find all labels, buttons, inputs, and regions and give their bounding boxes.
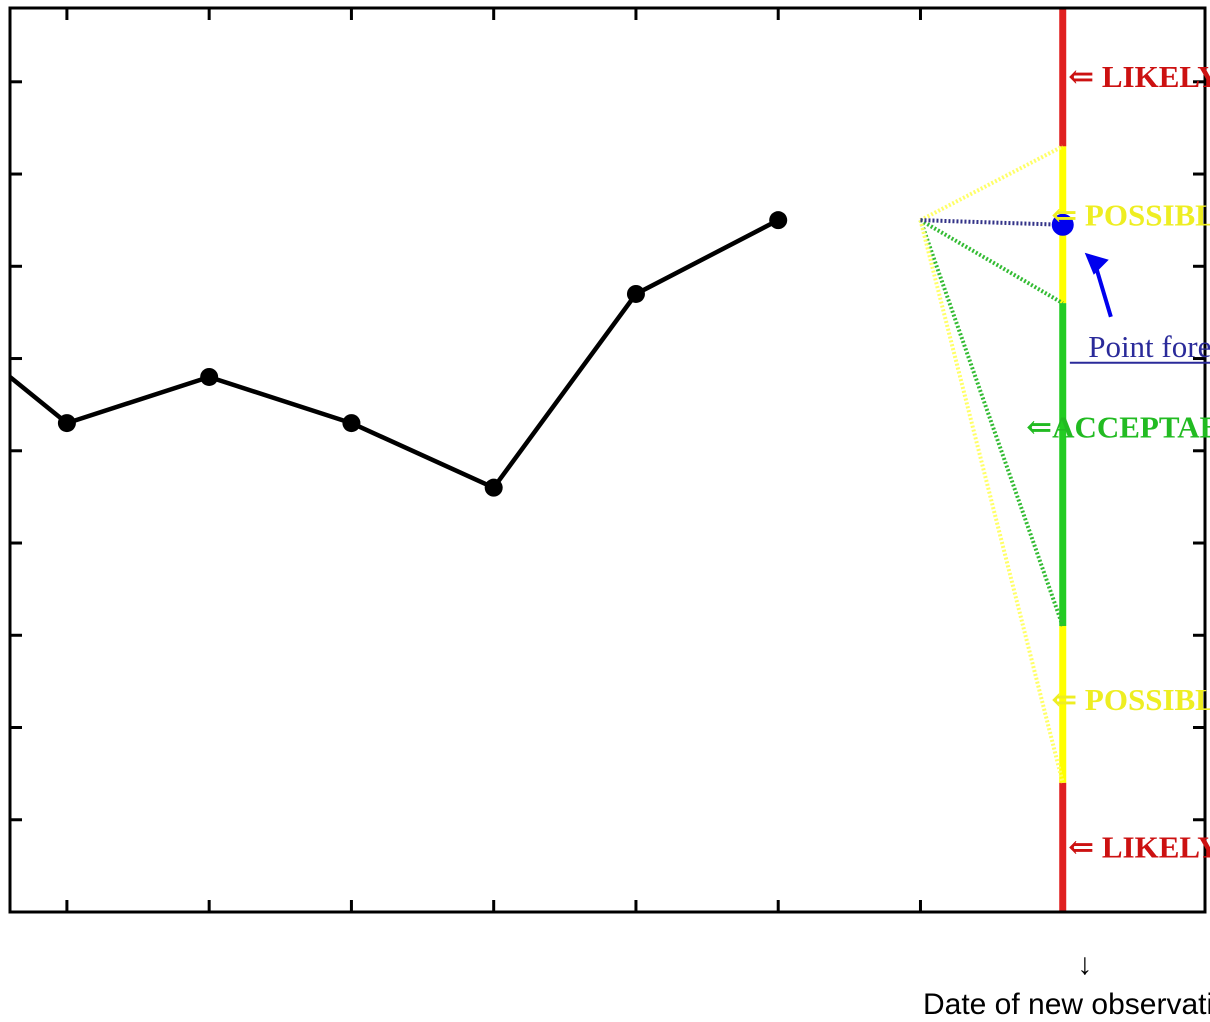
zone-label-acceptable: ⇐ACCEPTABLE: [1026, 410, 1210, 445]
zone-label-likely: ⇐ LIKELY: [1068, 829, 1210, 864]
data-point: [769, 211, 788, 230]
point-forecast-label: Point forecast: [1088, 329, 1210, 364]
cone-line: [919, 144, 1064, 222]
point-forecast-marker: [1051, 213, 1074, 236]
forecast-cone-lines: [918, 144, 1065, 784]
data-point: [484, 478, 503, 497]
annotation-arrowhead: [1084, 252, 1109, 275]
point-forecast-group: [920, 213, 1074, 236]
observed-series: [8, 211, 788, 497]
cone-line: [919, 218, 1064, 305]
x-axis-caption: Date of new observation: [923, 988, 1210, 1021]
zone-labels: ⇐ LIKELY ⇐ POSSIBLE ⇐ACCEPTABLE ⇐ POSSIBLE ⇐…: [1026, 59, 1210, 864]
point-forecast-annotation: Point forecast: [1069, 252, 1210, 364]
data-point: [342, 414, 361, 433]
axes-frame: [8, 6, 1207, 914]
forecast-link-line: [920, 218, 1063, 227]
plot-frame: [8, 6, 1207, 914]
zone-label-possible: ⇐ POSSIBLE: [1051, 682, 1210, 717]
zone-label-possible: ⇐ POSSIBLE: [1051, 198, 1210, 233]
cone-line: [918, 219, 1065, 784]
series-line: [8, 218, 780, 490]
data-point: [626, 284, 645, 303]
annotation-arrow: [1092, 262, 1113, 318]
zone-label-likely: ⇐ LIKELY: [1068, 59, 1210, 94]
down-arrow-icon: ↓: [1077, 948, 1092, 981]
data-point: [57, 414, 76, 433]
data-point: [200, 367, 219, 386]
